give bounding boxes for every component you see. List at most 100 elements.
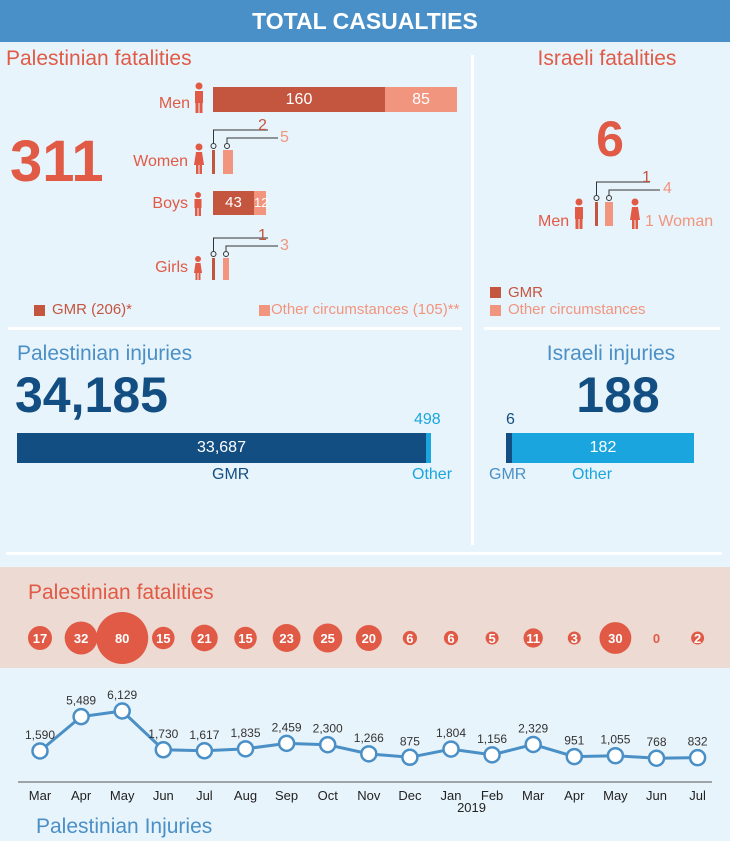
injuries-value-label: 951 [564, 734, 584, 748]
israeli-gmr-value: 1 [642, 169, 651, 186]
legend-gmr-label: GMR (206)* [52, 301, 133, 318]
line-chart-title: Palestinian Injuries [36, 815, 213, 838]
girls-other-value: 3 [280, 237, 289, 254]
x-tick-label: Apr [71, 788, 92, 803]
women-label: Women [133, 153, 188, 170]
fatality-bubble-label: 0 [653, 631, 660, 646]
fatality-bubble-label: 80 [115, 631, 129, 646]
fatality-bubble-label: 5 [488, 631, 495, 646]
fatality-bubble-label: 20 [362, 631, 376, 646]
x-tick-label: Mar [522, 788, 545, 803]
fatality-bubble-label: 11 [526, 631, 540, 646]
fatality-bubble [402, 630, 418, 646]
israeli-injuries-gmr-label: GMR [489, 466, 527, 483]
women-gmr-value: 2 [258, 117, 267, 134]
injuries-point [565, 747, 584, 766]
women-other-value: 5 [280, 129, 289, 146]
boys-gmr-bar: 43 [213, 191, 254, 215]
man-icon [195, 82, 203, 113]
injuries-point [31, 742, 49, 760]
vertical-divider [471, 55, 474, 545]
palestinian-fatalities-total: 311 [10, 129, 104, 194]
palestinian-fatalities-title: Palestinian fatalities [6, 47, 192, 70]
injuries-point [154, 741, 173, 759]
girls-label: Girls [155, 259, 188, 276]
fatality-bubble [599, 622, 632, 654]
palestinian-injuries-other-value: 498 [414, 411, 441, 428]
x-tick-label: Jul [689, 788, 706, 803]
men-label: Men [158, 95, 190, 112]
israeli-callout [593, 181, 660, 226]
palestinian-injuries-gmr-bar: 33,687 [17, 433, 426, 463]
injuries-point [195, 742, 214, 760]
israeli-injuries-gmr-value: 6 [506, 411, 515, 428]
x-tick-label: May [603, 788, 628, 803]
israeli-fatalities-total: 6 [596, 111, 624, 167]
injuries-point [647, 749, 666, 767]
boys-label: Boys [152, 195, 188, 212]
x-tick-label: Jul [196, 788, 213, 803]
injuries-value-label: 1,590 [25, 728, 55, 742]
israeli-injuries-title: Israeli injuries [546, 342, 676, 365]
injuries-value-label: 832 [688, 735, 708, 749]
x-tick-label: Jun [646, 788, 667, 803]
x-tick-label: May [110, 788, 135, 803]
divider-right [484, 327, 720, 330]
injuries-point [606, 746, 625, 765]
girls-gmr-value: 1 [258, 227, 267, 244]
girl-icon [194, 256, 202, 280]
x-tick-label: Jun [153, 788, 174, 803]
injuries-point [236, 740, 255, 758]
legend-gmr-swatch [34, 305, 45, 316]
israeli-legend-other-swatch [490, 305, 501, 316]
injuries-point [688, 748, 707, 767]
x-tick-label: Apr [564, 788, 585, 803]
fatality-bubble-label: 25 [320, 631, 334, 646]
injuries-point [113, 702, 131, 720]
injuries-value-label: 1,156 [477, 732, 507, 746]
legend-other-swatch [259, 305, 270, 316]
injuries-line-chart: 1,590 5,489 6,129 1,730 1,617 1,835 2,459 2,300… [18, 688, 712, 815]
woman-icon [194, 143, 204, 174]
x-tick-label: Sep [275, 788, 298, 803]
x-tick-label: Oct [318, 788, 339, 803]
fatality-bubble-label: 30 [608, 631, 622, 646]
fatality-bubble [355, 625, 382, 651]
fatality-bubble-label: 6 [447, 631, 454, 646]
fatality-bubble [64, 621, 98, 655]
fatality-bubble-label: 15 [156, 631, 170, 646]
x-tick-label: Aug [234, 788, 257, 803]
page-title: TOTAL CASUALTIES [0, 0, 730, 42]
bubble-chart-title: Palestinian fatalities [28, 581, 214, 604]
injuries-value-label: 1,804 [436, 726, 466, 740]
fatality-bubble-label: 32 [74, 631, 88, 646]
palestinian-injuries-other-label: Other [412, 466, 453, 483]
section-divider [6, 552, 722, 555]
israeli-other-value: 4 [663, 180, 672, 197]
fatality-bubble [567, 631, 581, 645]
injuries-value-label: 768 [646, 735, 666, 749]
fatality-bubble-label: 2 [694, 631, 701, 646]
fatality-bubble-label: 21 [197, 631, 211, 646]
divider-left [8, 327, 462, 330]
injuries-point [524, 735, 542, 754]
x-tick-label: Jan [441, 788, 462, 803]
legend-other-label: Other circumstances (105)** [271, 301, 460, 318]
fatalities-bubble-chart: 17 32 80 15 21 15 23 25 20 6 6 5 11 3 30 0 2 [28, 612, 705, 664]
x-tick-label: Dec [398, 788, 422, 803]
fatality-bubble [523, 628, 543, 648]
palestinian-injuries-gmr-label: GMR [212, 466, 250, 483]
injuries-value-label: 6,129 [107, 688, 137, 702]
palestinian-injuries-title: Palestinian injuries [17, 342, 193, 365]
israeli-injuries-gmr-bar [506, 433, 512, 463]
injuries-value-label: 5,489 [66, 694, 96, 708]
injuries-point [483, 746, 501, 764]
israeli-fatalities-title: Israeli fatalities [537, 47, 677, 70]
israeli-legend-other-label: Other circumstances [508, 301, 646, 318]
fatality-bubble [691, 631, 705, 645]
israeli-injuries-other-bar: 182 [512, 433, 694, 463]
x-tick-label: Nov [357, 788, 381, 803]
x-tick-label: Feb [481, 788, 503, 803]
israeli-men-label: Men [538, 213, 570, 230]
injuries-point [277, 734, 296, 753]
